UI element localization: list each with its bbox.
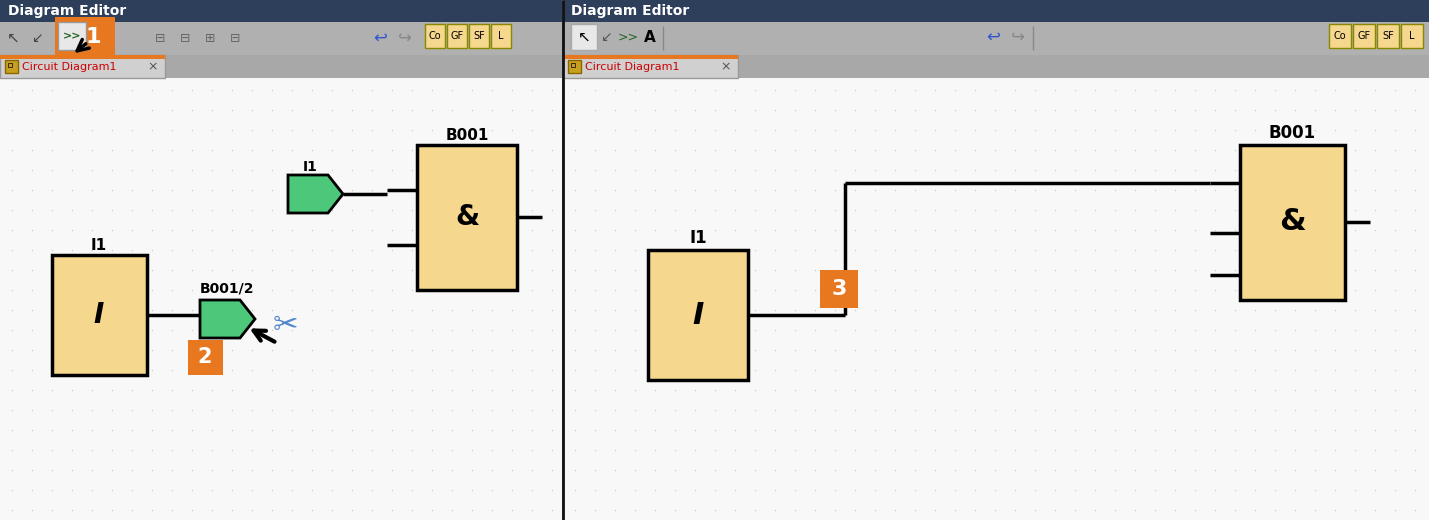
Bar bbox=[424, 24, 444, 48]
Bar bbox=[0, 22, 562, 55]
Bar bbox=[417, 145, 517, 290]
Bar bbox=[0, 78, 562, 520]
Polygon shape bbox=[200, 300, 254, 338]
Text: 2: 2 bbox=[197, 347, 213, 367]
Bar bbox=[563, 55, 737, 78]
Text: Co: Co bbox=[1333, 31, 1346, 41]
Text: B001: B001 bbox=[446, 127, 489, 142]
Bar bbox=[563, 22, 1429, 55]
Text: I: I bbox=[94, 301, 104, 329]
Text: 1: 1 bbox=[86, 27, 101, 47]
Text: Co: Co bbox=[429, 31, 442, 41]
Text: &: & bbox=[1279, 207, 1305, 237]
Polygon shape bbox=[289, 175, 343, 213]
Text: ✂: ✂ bbox=[273, 310, 299, 340]
Text: ⊟: ⊟ bbox=[230, 32, 240, 45]
Text: >>: >> bbox=[617, 31, 639, 44]
Bar bbox=[0, 55, 562, 78]
Bar bbox=[189, 340, 223, 375]
Text: I: I bbox=[692, 301, 703, 330]
Text: ↩: ↩ bbox=[986, 28, 1000, 46]
Text: Diagram Editor: Diagram Editor bbox=[9, 4, 126, 18]
Bar bbox=[572, 63, 574, 67]
Bar bbox=[647, 250, 747, 380]
Bar bbox=[9, 63, 11, 67]
Text: I1: I1 bbox=[689, 229, 707, 247]
Bar bbox=[820, 270, 857, 308]
Text: SF: SF bbox=[473, 31, 484, 41]
Bar bbox=[1240, 145, 1345, 300]
Text: ↖: ↖ bbox=[577, 30, 590, 45]
Text: ⊟: ⊟ bbox=[154, 32, 166, 45]
Text: ↙: ↙ bbox=[31, 31, 43, 45]
Bar bbox=[59, 22, 86, 50]
Bar bbox=[563, 55, 737, 59]
Bar bbox=[572, 24, 597, 50]
Bar bbox=[1378, 24, 1399, 48]
Bar bbox=[469, 24, 489, 48]
Bar bbox=[563, 78, 1429, 520]
Bar bbox=[4, 60, 19, 73]
Text: ↙: ↙ bbox=[600, 30, 612, 44]
Bar bbox=[567, 60, 582, 73]
Text: L: L bbox=[1409, 31, 1415, 41]
Text: SF: SF bbox=[1382, 31, 1393, 41]
Bar bbox=[51, 255, 147, 375]
Text: ⊟: ⊟ bbox=[180, 32, 190, 45]
Text: Circuit Diagram1: Circuit Diagram1 bbox=[21, 62, 117, 72]
Text: I1: I1 bbox=[91, 238, 107, 253]
Bar bbox=[563, 55, 1429, 78]
Text: ↪: ↪ bbox=[399, 29, 412, 47]
Text: B001: B001 bbox=[1269, 124, 1316, 142]
Text: I1: I1 bbox=[303, 160, 317, 174]
Text: ↩: ↩ bbox=[373, 29, 387, 47]
Bar bbox=[492, 24, 512, 48]
Bar bbox=[1353, 24, 1375, 48]
Text: ×: × bbox=[720, 60, 732, 73]
Bar bbox=[563, 0, 1429, 22]
Text: 3: 3 bbox=[832, 279, 847, 299]
Bar bbox=[1329, 24, 1350, 48]
Text: L: L bbox=[499, 31, 504, 41]
Text: ↪: ↪ bbox=[1012, 28, 1025, 46]
Text: GF: GF bbox=[450, 31, 463, 41]
Bar bbox=[1400, 24, 1423, 48]
Bar bbox=[0, 55, 164, 59]
Text: >>: >> bbox=[63, 31, 81, 41]
Bar bbox=[0, 55, 164, 78]
Text: A: A bbox=[644, 30, 656, 45]
Bar bbox=[54, 17, 114, 57]
Text: Diagram Editor: Diagram Editor bbox=[572, 4, 689, 18]
Bar bbox=[447, 24, 467, 48]
Text: ×: × bbox=[147, 60, 159, 73]
Text: GF: GF bbox=[1358, 31, 1370, 41]
Text: ↖: ↖ bbox=[7, 31, 20, 45]
Text: Circuit Diagram1: Circuit Diagram1 bbox=[584, 62, 680, 72]
Text: &: & bbox=[454, 203, 479, 231]
Text: ⊞: ⊞ bbox=[204, 32, 216, 45]
Text: B001/2: B001/2 bbox=[200, 281, 254, 295]
Bar bbox=[0, 0, 562, 22]
